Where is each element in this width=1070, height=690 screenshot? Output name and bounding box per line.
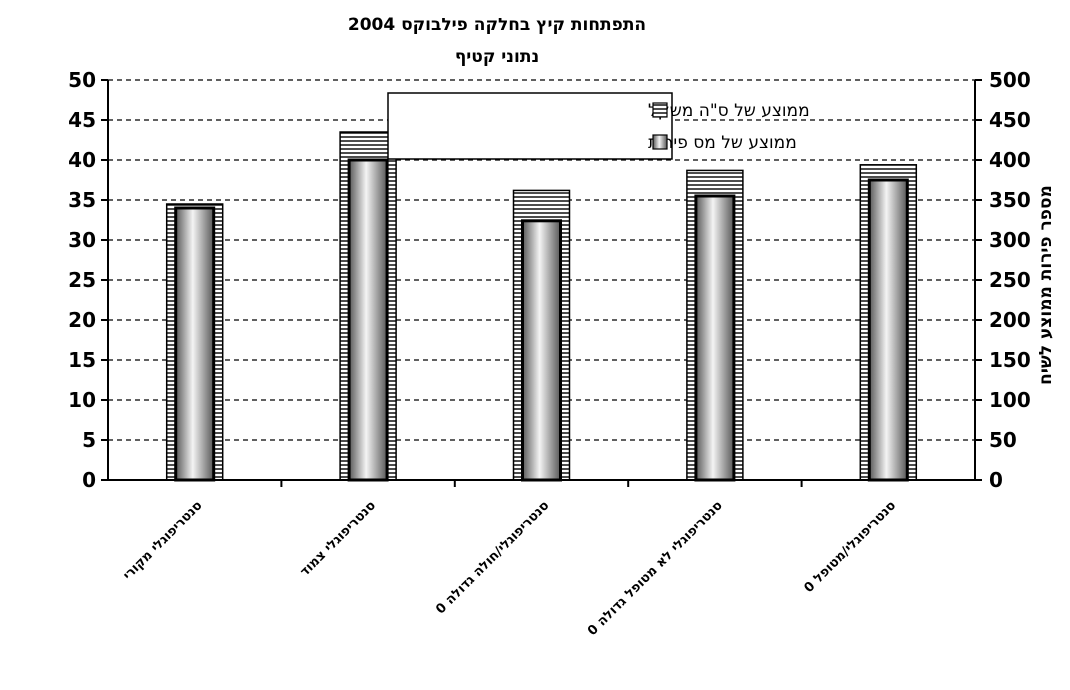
y2-tick-label: 50 <box>989 428 1017 452</box>
y-tick-label: 25 <box>68 268 96 292</box>
legend-label-fruit-count: ממוצע של מס פירות <box>648 133 797 153</box>
y2-tick-label: 100 <box>989 388 1031 412</box>
tick-labels: 0510152025303540455005010015020025030035… <box>68 68 1031 492</box>
y2-tick-label: 500 <box>989 68 1031 92</box>
y2-tick-label: 350 <box>989 188 1031 212</box>
category-label: 0 סנטריפוגלי לא מטופל גדולה <box>585 498 726 639</box>
y2-tick-label: 300 <box>989 228 1031 252</box>
y-tick-label: 15 <box>68 348 96 372</box>
y2-tick-label: 0 <box>989 468 1003 492</box>
y2-tick-label: 400 <box>989 148 1031 172</box>
category-label: 0 סנטריפוגלי/מטופל <box>801 498 899 596</box>
bar-fruit-count <box>867 178 909 482</box>
y-tick-label: 0 <box>82 468 96 492</box>
y-tick-label: 10 <box>68 388 96 412</box>
legend-swatch-fruit-count <box>652 134 668 150</box>
y-tick-label: 35 <box>68 188 96 212</box>
y2-tick-label: 150 <box>989 348 1031 372</box>
bar-fruit-count <box>347 158 389 482</box>
y2-axis-title: מספר פירות ממוצע לשיח <box>1036 185 1056 385</box>
y-tick-label: 5 <box>82 428 96 452</box>
category-label: סנטריפוגלי צמוד <box>297 498 379 580</box>
category-labels: סנטריפוגלי מקורי סנטריפוגלי צמוד 0 סנטריפו… <box>120 498 899 639</box>
y-tick-label: 45 <box>68 108 96 132</box>
y-tick-label: 20 <box>68 308 96 332</box>
bars <box>165 131 918 482</box>
category-label: סנטריפוגלי מקורי <box>120 498 205 583</box>
y2-tick-label: 250 <box>989 268 1031 292</box>
legend-swatch-weight <box>652 102 668 118</box>
y2-tick-label: 450 <box>989 108 1031 132</box>
y-tick-label: 50 <box>68 68 96 92</box>
chart-title: התפתחות קיץ בחלקה פילבוקס 2004 <box>348 15 646 35</box>
legend-label-weight: ממוצע של ס"ה משקל <box>648 101 810 121</box>
category-label: 0 סנטריפוגלי/חולה גדולה <box>433 498 552 617</box>
legend-box <box>387 92 673 160</box>
y2-tick-label: 200 <box>989 308 1031 332</box>
bar-fruit-count <box>694 194 736 482</box>
y-tick-label: 30 <box>68 228 96 252</box>
chart-subtitle: נתוני קטיף <box>455 47 539 67</box>
bar-fruit-count <box>521 219 562 482</box>
legend: ממוצע של ס"ה משקל ממוצע של מס פירות <box>387 92 810 160</box>
y-tick-label: 40 <box>68 148 96 172</box>
bar-fruit-count <box>174 206 216 482</box>
axes <box>101 79 982 487</box>
